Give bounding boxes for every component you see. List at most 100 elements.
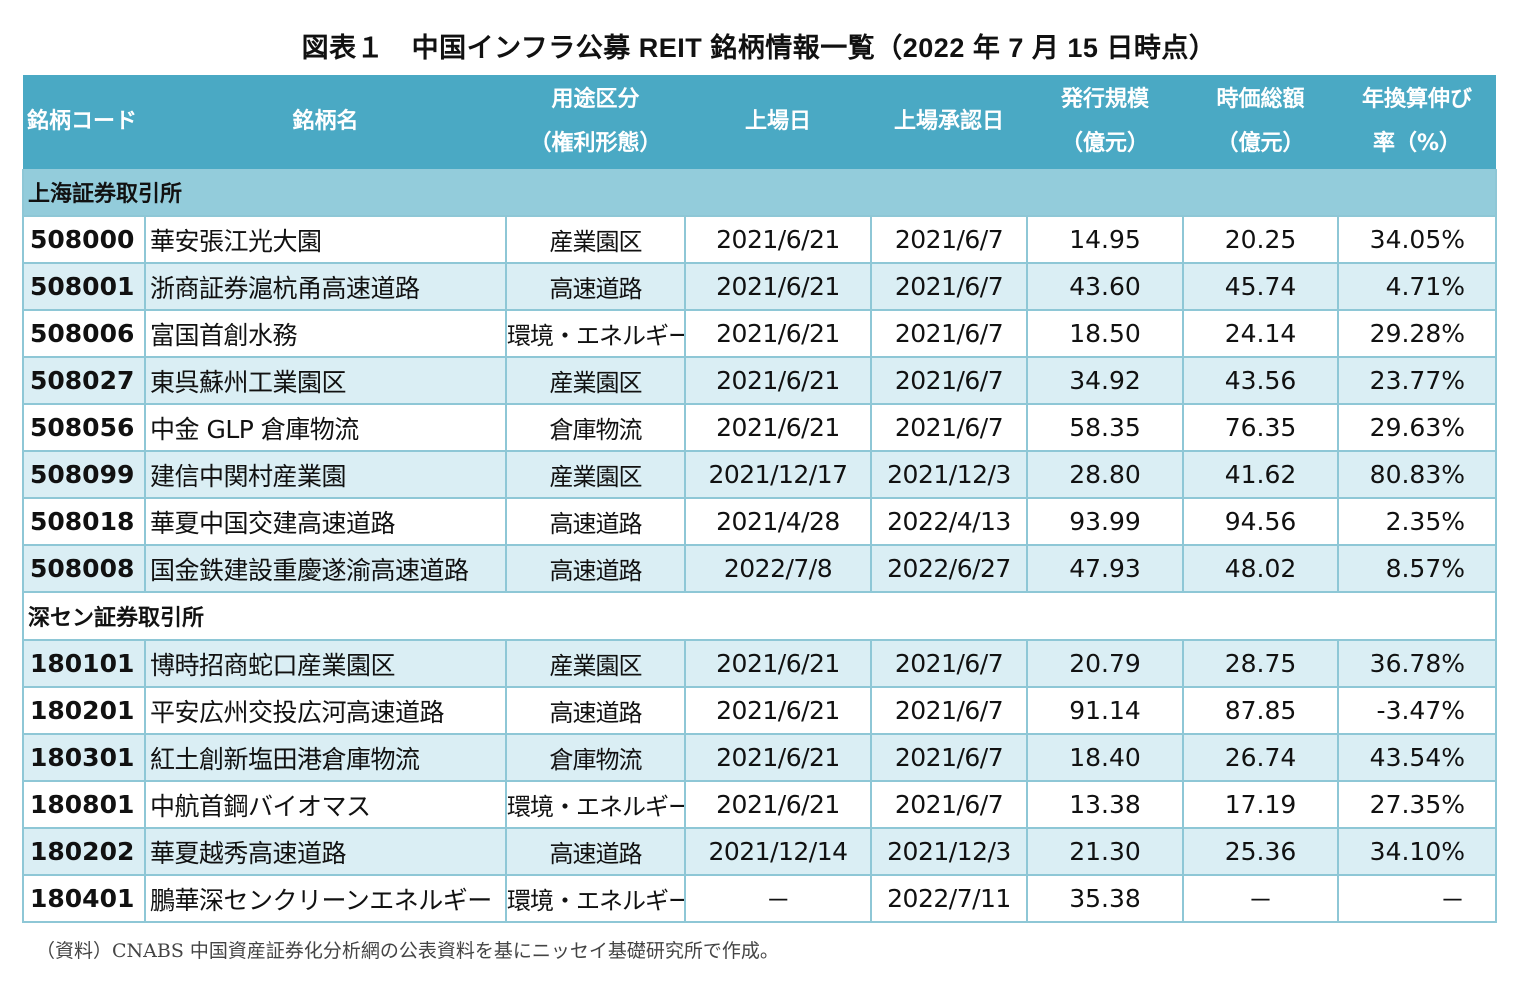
listing-date-cell: 2021/6/21: [684, 733, 872, 782]
stock-code-cell: 508018: [22, 497, 146, 546]
usage-category-cell: 高速道路: [505, 497, 686, 546]
stock-code-cell: 180101: [22, 639, 146, 688]
approval-date-cell: 2021/6/7: [870, 215, 1028, 264]
market-cap-cell: 94.56: [1182, 497, 1339, 546]
table-row: 508018 華夏中国交建高速道路 高速道路 2021/4/28 2022/4/13 93…: [22, 497, 1497, 546]
source-footnote: （資料）CNABS 中国資産証券化分析網の公表資料を基にニッセイ基礎研究所で作成…: [36, 940, 779, 962]
stock-code-cell: 180401: [22, 874, 146, 923]
issue-size-cell: 58.35: [1026, 403, 1184, 452]
reit-table: 銘柄コード 銘柄名 用途区分 （権利形態） 上場日 上場承認日 発行規模 （億元） …: [22, 75, 1497, 923]
approval-date-cell: 2021/12/3: [870, 450, 1028, 499]
usage-category-cell: 産業園区: [505, 356, 686, 405]
table-row: 180301 紅土創新塩田港倉庫物流 倉庫物流 2021/6/21 2021/6/7 18…: [22, 733, 1497, 782]
annualized-growth-cell: 80.83%: [1337, 450, 1497, 499]
stock-code-cell: 508027: [22, 356, 146, 405]
annualized-growth-cell: 2.35%: [1337, 497, 1497, 546]
annualized-growth-cell: 34.10%: [1337, 827, 1497, 876]
listing-date-cell: 2021/6/21: [684, 639, 872, 688]
stock-name-cell: 博時招商蛇口産業園区: [144, 639, 507, 688]
table-row: 180202 華夏越秀高速道路 高速道路 2021/12/14 2021/12/3 21.…: [22, 827, 1497, 876]
market-cap-cell: 26.74: [1182, 733, 1339, 782]
approval-date-cell: 2021/6/7: [870, 780, 1028, 829]
issue-size-cell: 43.60: [1026, 262, 1184, 311]
annualized-growth-cell: 23.77%: [1337, 356, 1497, 405]
listing-date-cell: 2021/12/14: [684, 827, 872, 876]
listing-date-cell: 2021/6/21: [684, 403, 872, 452]
listing-date-cell: 2021/6/21: [684, 262, 872, 311]
annualized-growth-cell: 8.57%: [1337, 544, 1497, 593]
usage-category-cell: 産業園区: [505, 639, 686, 688]
stock-name-cell: 浙商証券滬杭甬高速道路: [144, 262, 507, 311]
usage-category-cell: 産業園区: [505, 450, 686, 499]
annualized-growth-cell: 27.35%: [1337, 780, 1497, 829]
approval-date-cell: 2022/7/11: [870, 874, 1028, 923]
listing-date-cell: 2021/6/21: [684, 780, 872, 829]
market-cap-cell: 17.19: [1182, 780, 1339, 829]
table-row: 508008 国金鉄建設重慶遂渝高速道路 高速道路 2022/7/8 2022/6/27…: [22, 544, 1497, 593]
market-cap-cell: 28.75: [1182, 639, 1339, 688]
stock-name-cell: 建信中関村産業園: [144, 450, 507, 499]
approval-date-cell: 2022/6/27: [870, 544, 1028, 593]
usage-category-cell: 高速道路: [505, 686, 686, 735]
listing-date-cell: 2021/6/21: [684, 356, 872, 405]
header-name: 銘柄名: [145, 75, 506, 169]
table-row: 508099 建信中関村産業園 産業園区 2021/12/17 2021/12/3 28.…: [22, 450, 1497, 499]
table-header: 銘柄コード 銘柄名 用途区分 （権利形態） 上場日 上場承認日 発行規模 （億元） …: [23, 75, 1496, 169]
issue-size-cell: 28.80: [1026, 450, 1184, 499]
approval-date-cell: 2021/12/3: [870, 827, 1028, 876]
issue-size-cell: 14.95: [1026, 215, 1184, 264]
stock-code-cell: 508099: [22, 450, 146, 499]
issue-size-cell: 35.38: [1026, 874, 1184, 923]
table-row: 180101 博時招商蛇口産業園区 産業園区 2021/6/21 2021/6/7 20.…: [22, 639, 1497, 688]
stock-name-cell: 紅土創新塩田港倉庫物流: [144, 733, 507, 782]
usage-category-cell: 倉庫物流: [505, 403, 686, 452]
stock-code-cell: 508000: [22, 215, 146, 264]
exchange-section-label: 深セン証券取引所: [22, 591, 1497, 641]
header-use: 用途区分 （権利形態）: [506, 75, 685, 169]
table-row: 180401 鵬華深センクリーンエネルギー 環境・エネルギー－ 2022/7/11 35…: [22, 874, 1497, 923]
table-body: 上海証券取引所 508000 華安張江光大園 産業園区 2021/6/21 2021/6/…: [22, 169, 1497, 923]
market-cap-cell: 48.02: [1182, 544, 1339, 593]
usage-category-cell: 環境・エネルギー: [505, 309, 686, 358]
approval-date-cell: 2021/6/7: [870, 733, 1028, 782]
table-row: 508001 浙商証券滬杭甬高速道路 高速道路 2021/6/21 2021/6/7 43…: [22, 262, 1497, 311]
market-cap-cell: 24.14: [1182, 309, 1339, 358]
approval-date-cell: 2021/6/7: [870, 309, 1028, 358]
stock-name-cell: 東呉蘇州工業園区: [144, 356, 507, 405]
issue-size-cell: 21.30: [1026, 827, 1184, 876]
issue-size-cell: 18.40: [1026, 733, 1184, 782]
issue-size-cell: 34.92: [1026, 356, 1184, 405]
table-row: 508027 東呉蘇州工業園区 産業園区 2021/6/21 2021/6/7 34.92…: [22, 356, 1497, 405]
annualized-growth-cell: 29.28%: [1337, 309, 1497, 358]
annualized-growth-cell: 34.05%: [1337, 215, 1497, 264]
header-market-cap: 時価総額 （億元）: [1183, 75, 1338, 169]
header-issue-size: 発行規模 （億元）: [1027, 75, 1183, 169]
usage-category-cell: 高速道路: [505, 827, 686, 876]
stock-name-cell: 中金 GLP 倉庫物流: [144, 403, 507, 452]
annualized-growth-cell: 43.54%: [1337, 733, 1497, 782]
market-cap-cell: －: [1182, 874, 1339, 923]
listing-date-cell: 2022/7/8: [684, 544, 872, 593]
stock-name-cell: 平安広州交投広河高速道路: [144, 686, 507, 735]
stock-code-cell: 180202: [22, 827, 146, 876]
issue-size-cell: 91.14: [1026, 686, 1184, 735]
stock-name-cell: 中航首鋼バイオマス: [144, 780, 507, 829]
annualized-growth-cell: 29.63%: [1337, 403, 1497, 452]
table-row: 180801 中航首鋼バイオマス 環境・エネルギー 2021/6/21 2021/6/7…: [22, 780, 1497, 829]
stock-name-cell: 富国首創水務: [144, 309, 507, 358]
market-cap-cell: 45.74: [1182, 262, 1339, 311]
approval-date-cell: 2021/6/7: [870, 262, 1028, 311]
approval-date-cell: 2021/6/7: [870, 686, 1028, 735]
market-cap-cell: 25.36: [1182, 827, 1339, 876]
table-row: 180201 平安広州交投広河高速道路 高速道路 2021/6/21 2021/6/7 9…: [22, 686, 1497, 735]
approval-date-cell: 2022/4/13: [870, 497, 1028, 546]
usage-category-cell: 高速道路: [505, 544, 686, 593]
header-growth-rate: 年換算伸び 率（%）: [1338, 75, 1496, 169]
stock-code-cell: 508006: [22, 309, 146, 358]
section-row: 深セン証券取引所: [22, 591, 1497, 641]
listing-date-cell: 2021/6/21: [684, 215, 872, 264]
issue-size-cell: 13.38: [1026, 780, 1184, 829]
stock-code-cell: 508001: [22, 262, 146, 311]
market-cap-cell: 41.62: [1182, 450, 1339, 499]
section-row: 上海証券取引所: [22, 169, 1497, 217]
